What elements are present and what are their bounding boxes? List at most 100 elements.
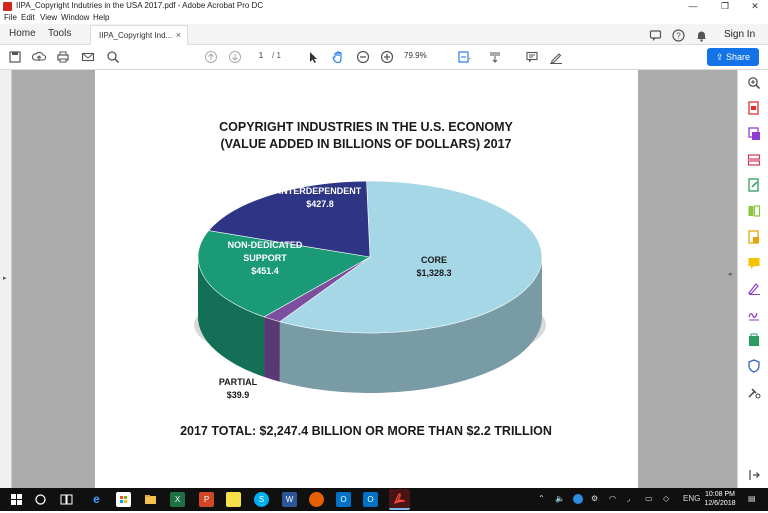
slice-name-interdependent: INTERDEPENDENT — [279, 186, 362, 196]
menu-bar: File Edit View Window Help — [0, 13, 768, 24]
svg-text:?: ? — [676, 32, 681, 41]
comment-tool-icon[interactable] — [747, 256, 761, 270]
pie-chart: COPYRIGHT INDUSTRIES IN THE U.S. ECONOMY… — [180, 120, 552, 438]
organize-pages-icon[interactable] — [747, 153, 761, 167]
firefox-icon[interactable] — [309, 492, 324, 507]
prev-page-icon[interactable] — [204, 50, 218, 64]
export-pdf-icon[interactable] — [747, 101, 761, 115]
expand-icon[interactable] — [747, 468, 761, 482]
outlook-icon[interactable]: O — [336, 492, 351, 507]
sticky-notes-icon[interactable] — [226, 492, 241, 507]
pie-side-non-dedicated-support — [198, 257, 265, 377]
right-tools-pane — [737, 70, 768, 488]
menu-view[interactable]: View — [40, 13, 58, 22]
battery-icon[interactable]: ▭ — [645, 494, 653, 503]
outlook-2-icon[interactable]: O — [363, 492, 378, 507]
acrobat-icon[interactable] — [389, 489, 410, 510]
create-pdf-icon[interactable] — [747, 127, 761, 141]
protect-icon[interactable] — [747, 359, 761, 373]
wifi-icon[interactable]: ◠ — [609, 494, 616, 503]
word-icon[interactable]: W — [282, 492, 297, 507]
slice-value-interdependent: $427.8 — [306, 199, 334, 209]
zoom-level[interactable]: 79.9% — [404, 51, 427, 60]
save-icon[interactable] — [8, 50, 22, 64]
tray-settings-icon[interactable]: ⚙ — [591, 494, 599, 503]
zoom-in-icon[interactable] — [380, 50, 394, 64]
scroll-mode-icon[interactable] — [488, 50, 502, 64]
title-bar: IIPA_Copyright Indutries in the USA 2017… — [0, 0, 768, 13]
sign-in-link[interactable]: Sign In — [724, 29, 756, 40]
left-panel-strip[interactable] — [0, 70, 12, 488]
zoom-icon[interactable] — [747, 76, 761, 90]
expand-left-panel-icon[interactable]: ▸ — [3, 275, 7, 282]
language-indicator[interactable]: ENG — [683, 494, 701, 503]
slice-name-non-dedicated-support: NON-DEDICATED — [228, 240, 303, 250]
scan-icon[interactable] — [747, 230, 761, 244]
fill-sign-icon[interactable] — [747, 281, 761, 295]
more-tools-icon[interactable] — [747, 385, 761, 399]
share-label: Share — [726, 52, 751, 62]
combine-files-icon[interactable] — [747, 204, 761, 218]
zoom-out-icon[interactable] — [356, 50, 370, 64]
volume-icon[interactable]: 🔈 — [555, 494, 565, 503]
bell-icon[interactable] — [695, 29, 708, 42]
send-sign-icon[interactable] — [747, 307, 761, 321]
slice-value-core: $1,328.3 — [416, 268, 451, 278]
slice-value-non-dedicated-support: $451.4 — [251, 266, 279, 276]
slice-name-partial: PARTIAL — [219, 377, 258, 387]
close-button[interactable]: ✕ — [751, 1, 759, 11]
collapse-right-panel-icon[interactable]: ◂ — [728, 271, 732, 278]
print-icon[interactable] — [56, 50, 70, 64]
share-button[interactable]: ⇪ Share — [707, 48, 759, 66]
windows-start-icon[interactable] — [9, 492, 24, 507]
powerpoint-icon[interactable]: P — [199, 492, 214, 507]
next-page-icon[interactable] — [228, 50, 242, 64]
dropbox-icon[interactable]: ◇ — [663, 494, 670, 503]
chart-total: 2017 TOTAL: $2,247.4 BILLION OR MORE THA… — [180, 424, 552, 438]
search-icon[interactable] — [106, 50, 120, 64]
toolbar: 1 / 1 79.9% ⇪ Share — [0, 45, 768, 70]
edge-icon[interactable]: e — [93, 492, 100, 506]
select-arrow-icon[interactable] — [306, 50, 320, 64]
pie-slice-non-dedicated-support — [197, 230, 371, 318]
help-icon[interactable]: ? — [672, 29, 685, 42]
menu-window[interactable]: Window — [61, 13, 90, 22]
menu-help[interactable]: Help — [93, 13, 110, 22]
skype-icon[interactable]: S — [254, 492, 269, 507]
chart-title: COPYRIGHT INDUSTRIES IN THE U.S. ECONOMY — [219, 120, 513, 134]
fit-page-icon[interactable] — [457, 50, 471, 64]
tab-document[interactable]: IIPA_Copyright Ind... × — [90, 25, 188, 45]
tab-home[interactable]: Home — [9, 28, 36, 39]
slice-name-core: CORE — [421, 255, 447, 265]
email-icon[interactable] — [81, 50, 95, 64]
restore-button[interactable]: ❐ — [720, 1, 730, 11]
notifications-icon[interactable]: ▤ — [748, 494, 756, 503]
menu-file[interactable]: File — [4, 13, 17, 22]
compress-icon[interactable] — [747, 333, 761, 347]
windows-taskbar: e X P S W O O ⌃ 🔈 ⚙ ◠ ◞ ▭ ◇ ENG 10:08 PM… — [0, 488, 768, 511]
edit-pdf-icon[interactable] — [747, 178, 761, 192]
cortana-icon[interactable] — [33, 492, 48, 507]
close-tab-icon[interactable]: × — [175, 30, 181, 40]
comment-icon[interactable] — [649, 29, 662, 42]
minimize-button[interactable]: — — [688, 1, 698, 11]
slice-value-partial: $39.9 — [227, 390, 250, 400]
comment-icon[interactable] — [525, 50, 539, 64]
sign-pen-icon[interactable] — [549, 50, 563, 64]
clock[interactable]: 10:08 PM 12/6/2018 — [700, 490, 740, 508]
store-icon[interactable] — [116, 492, 131, 507]
network-icon[interactable]: ◞ — [627, 494, 631, 503]
pdf-page: COPYRIGHT INDUSTRIES IN THE U.S. ECONOMY… — [95, 70, 638, 488]
upload-icon[interactable] — [31, 50, 47, 64]
tray-chevron-icon[interactable]: ⌃ — [538, 494, 545, 503]
hand-icon[interactable] — [331, 50, 345, 64]
explorer-icon[interactable] — [143, 492, 158, 507]
slice-name-non-dedicated-support: SUPPORT — [243, 253, 287, 263]
tray-app-icon[interactable] — [573, 494, 583, 504]
page-number-input[interactable]: 1 — [258, 51, 264, 60]
excel-icon[interactable]: X — [170, 492, 185, 507]
document-tab-label: IIPA_Copyright Ind... — [99, 31, 173, 40]
menu-edit[interactable]: Edit — [21, 13, 35, 22]
tab-tools[interactable]: Tools — [48, 28, 72, 39]
task-view-icon[interactable] — [59, 492, 74, 507]
